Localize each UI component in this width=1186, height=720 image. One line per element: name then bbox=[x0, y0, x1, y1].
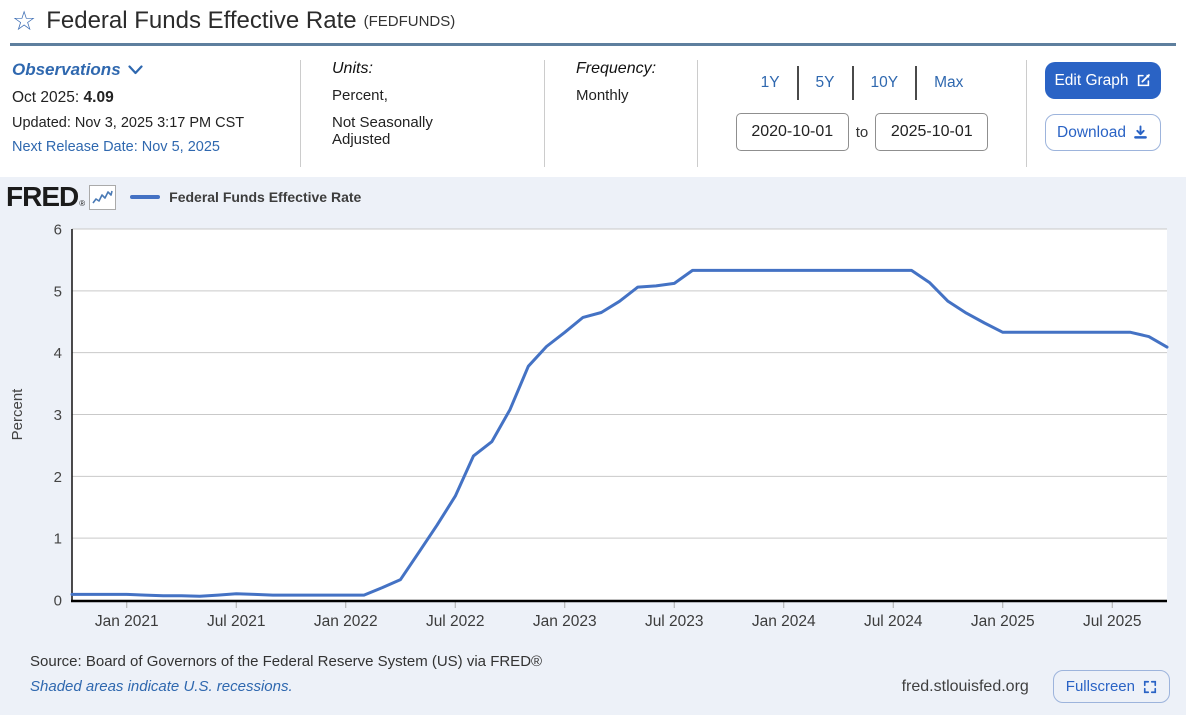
actions-section: Edit Graph Download bbox=[1027, 60, 1178, 177]
rate-chart[interactable]: 0 1 2 3 4 5 6 Jan 2021 Jul 2021 Jan 2022 Jul 2022 J… bbox=[0, 217, 1186, 641]
svg-text:2: 2 bbox=[54, 469, 62, 486]
observations-dropdown[interactable]: Observations bbox=[12, 60, 300, 80]
frequency-value: Monthly bbox=[576, 87, 629, 104]
latest-observation-label: Oct 2025: bbox=[12, 89, 80, 106]
svg-text:Jul 2023: Jul 2023 bbox=[645, 613, 704, 630]
svg-text:Jan 2024: Jan 2024 bbox=[752, 613, 816, 630]
chart-panel: FRED ® Federal Funds Effective Rate 0 1 2 3… bbox=[0, 177, 1186, 715]
svg-text:Jan 2025: Jan 2025 bbox=[971, 613, 1035, 630]
observations-label: Observations bbox=[12, 60, 121, 79]
edit-graph-button[interactable]: Edit Graph bbox=[1044, 62, 1161, 99]
svg-text:Jul 2022: Jul 2022 bbox=[426, 613, 485, 630]
start-date-input[interactable] bbox=[735, 113, 849, 151]
edit-icon bbox=[1137, 74, 1150, 87]
edit-graph-label: Edit Graph bbox=[1054, 71, 1129, 89]
svg-text:6: 6 bbox=[54, 222, 62, 239]
range-separator bbox=[915, 66, 918, 100]
fred-logo-text: FRED bbox=[6, 181, 79, 212]
units-value-2: Not Seasonally Adjusted bbox=[332, 114, 433, 148]
date-range-to-label: to bbox=[855, 123, 869, 141]
legend-line-swatch bbox=[130, 195, 161, 199]
range-max[interactable]: Max bbox=[934, 74, 964, 91]
legend-series-label: Federal Funds Effective Rate bbox=[169, 189, 362, 205]
svg-text:Jan 2023: Jan 2023 bbox=[533, 613, 597, 630]
end-date-input[interactable] bbox=[875, 113, 989, 151]
range-5y[interactable]: 5Y bbox=[815, 74, 835, 91]
updated-timestamp: Updated: Nov 3, 2025 3:17 PM CST bbox=[12, 115, 245, 131]
svg-text:0: 0 bbox=[54, 593, 62, 610]
units-label: Units: bbox=[332, 60, 373, 77]
meta-divider bbox=[697, 60, 698, 167]
range-1y[interactable]: 1Y bbox=[760, 74, 780, 91]
site-url-text: fred.stlouisfed.org bbox=[901, 677, 1029, 695]
chart-line bbox=[70, 268, 1169, 598]
svg-text:4: 4 bbox=[54, 345, 62, 362]
fred-logo-chart-icon bbox=[89, 184, 117, 210]
meta-divider bbox=[544, 60, 545, 167]
svg-text:3: 3 bbox=[54, 407, 62, 424]
frequency-label: Frequency: bbox=[576, 60, 657, 77]
observations-section: Observations Oct 2025: 4.09 Updated: Nov… bbox=[12, 60, 300, 177]
source-attribution: Source: Board of Governors of the Federa… bbox=[30, 653, 543, 670]
range-section: 1Y 5Y 10Y Max to bbox=[698, 60, 1026, 177]
svg-text:1: 1 bbox=[54, 531, 62, 548]
fred-logo[interactable]: FRED ® bbox=[6, 181, 85, 213]
svg-text:Jan 2021: Jan 2021 bbox=[95, 613, 159, 630]
svg-text:5: 5 bbox=[54, 283, 62, 300]
chart-footer-right: fred.stlouisfed.org Fullscreen bbox=[902, 670, 1170, 703]
svg-text:Jan 2022: Jan 2022 bbox=[314, 613, 378, 630]
page-title: Federal Funds Effective Rate bbox=[46, 7, 357, 34]
download-label: Download bbox=[1057, 123, 1126, 141]
fullscreen-label: Fullscreen bbox=[1065, 678, 1135, 695]
favorite-star-icon[interactable]: ☆ bbox=[12, 6, 37, 36]
title-divider bbox=[10, 43, 1176, 46]
chevron-down-icon bbox=[128, 65, 143, 75]
range-separator bbox=[851, 66, 854, 100]
svg-text:Jul 2021: Jul 2021 bbox=[207, 613, 266, 630]
meta-divider bbox=[1026, 60, 1027, 167]
meta-bar: Observations Oct 2025: 4.09 Updated: Nov… bbox=[0, 46, 1186, 177]
download-icon bbox=[1134, 125, 1147, 139]
date-range: to bbox=[735, 113, 989, 151]
download-button[interactable]: Download bbox=[1044, 114, 1161, 151]
fullscreen-icon bbox=[1143, 680, 1157, 693]
svg-text:Jul 2024: Jul 2024 bbox=[864, 613, 923, 630]
chart-footer-left: Source: Board of Governors of the Federa… bbox=[30, 653, 542, 695]
chart-legend-row: FRED ® Federal Funds Effective Rate bbox=[0, 177, 1186, 217]
series-id: (FEDFUNDS) bbox=[363, 12, 456, 30]
svg-text:Jul 2025: Jul 2025 bbox=[1083, 613, 1142, 630]
latest-observation: Oct 2025: 4.09 bbox=[12, 89, 300, 107]
next-release-link[interactable]: Next Release Date: Nov 5, 2025 bbox=[12, 139, 220, 155]
units-value-1: Percent, bbox=[332, 87, 388, 104]
frequency-section: Frequency: Monthly bbox=[545, 60, 697, 177]
range-10y[interactable]: 10Y bbox=[870, 74, 899, 91]
svg-text:Percent: Percent bbox=[9, 388, 26, 441]
range-separator bbox=[796, 66, 799, 100]
recessions-note-link[interactable]: Shaded areas indicate U.S. recessions. bbox=[30, 678, 293, 695]
fred-logo-registered-mark: ® bbox=[79, 199, 86, 208]
range-selector: 1Y 5Y 10Y Max bbox=[744, 66, 981, 100]
latest-observation-value: 4.09 bbox=[83, 89, 114, 106]
units-section: Units: Percent, Not Seasonally Adjusted bbox=[301, 60, 544, 177]
title-bar: ☆ Federal Funds Effective Rate (FEDFUNDS… bbox=[0, 0, 1186, 41]
meta-divider bbox=[300, 60, 301, 167]
fullscreen-button[interactable]: Fullscreen bbox=[1052, 670, 1170, 703]
